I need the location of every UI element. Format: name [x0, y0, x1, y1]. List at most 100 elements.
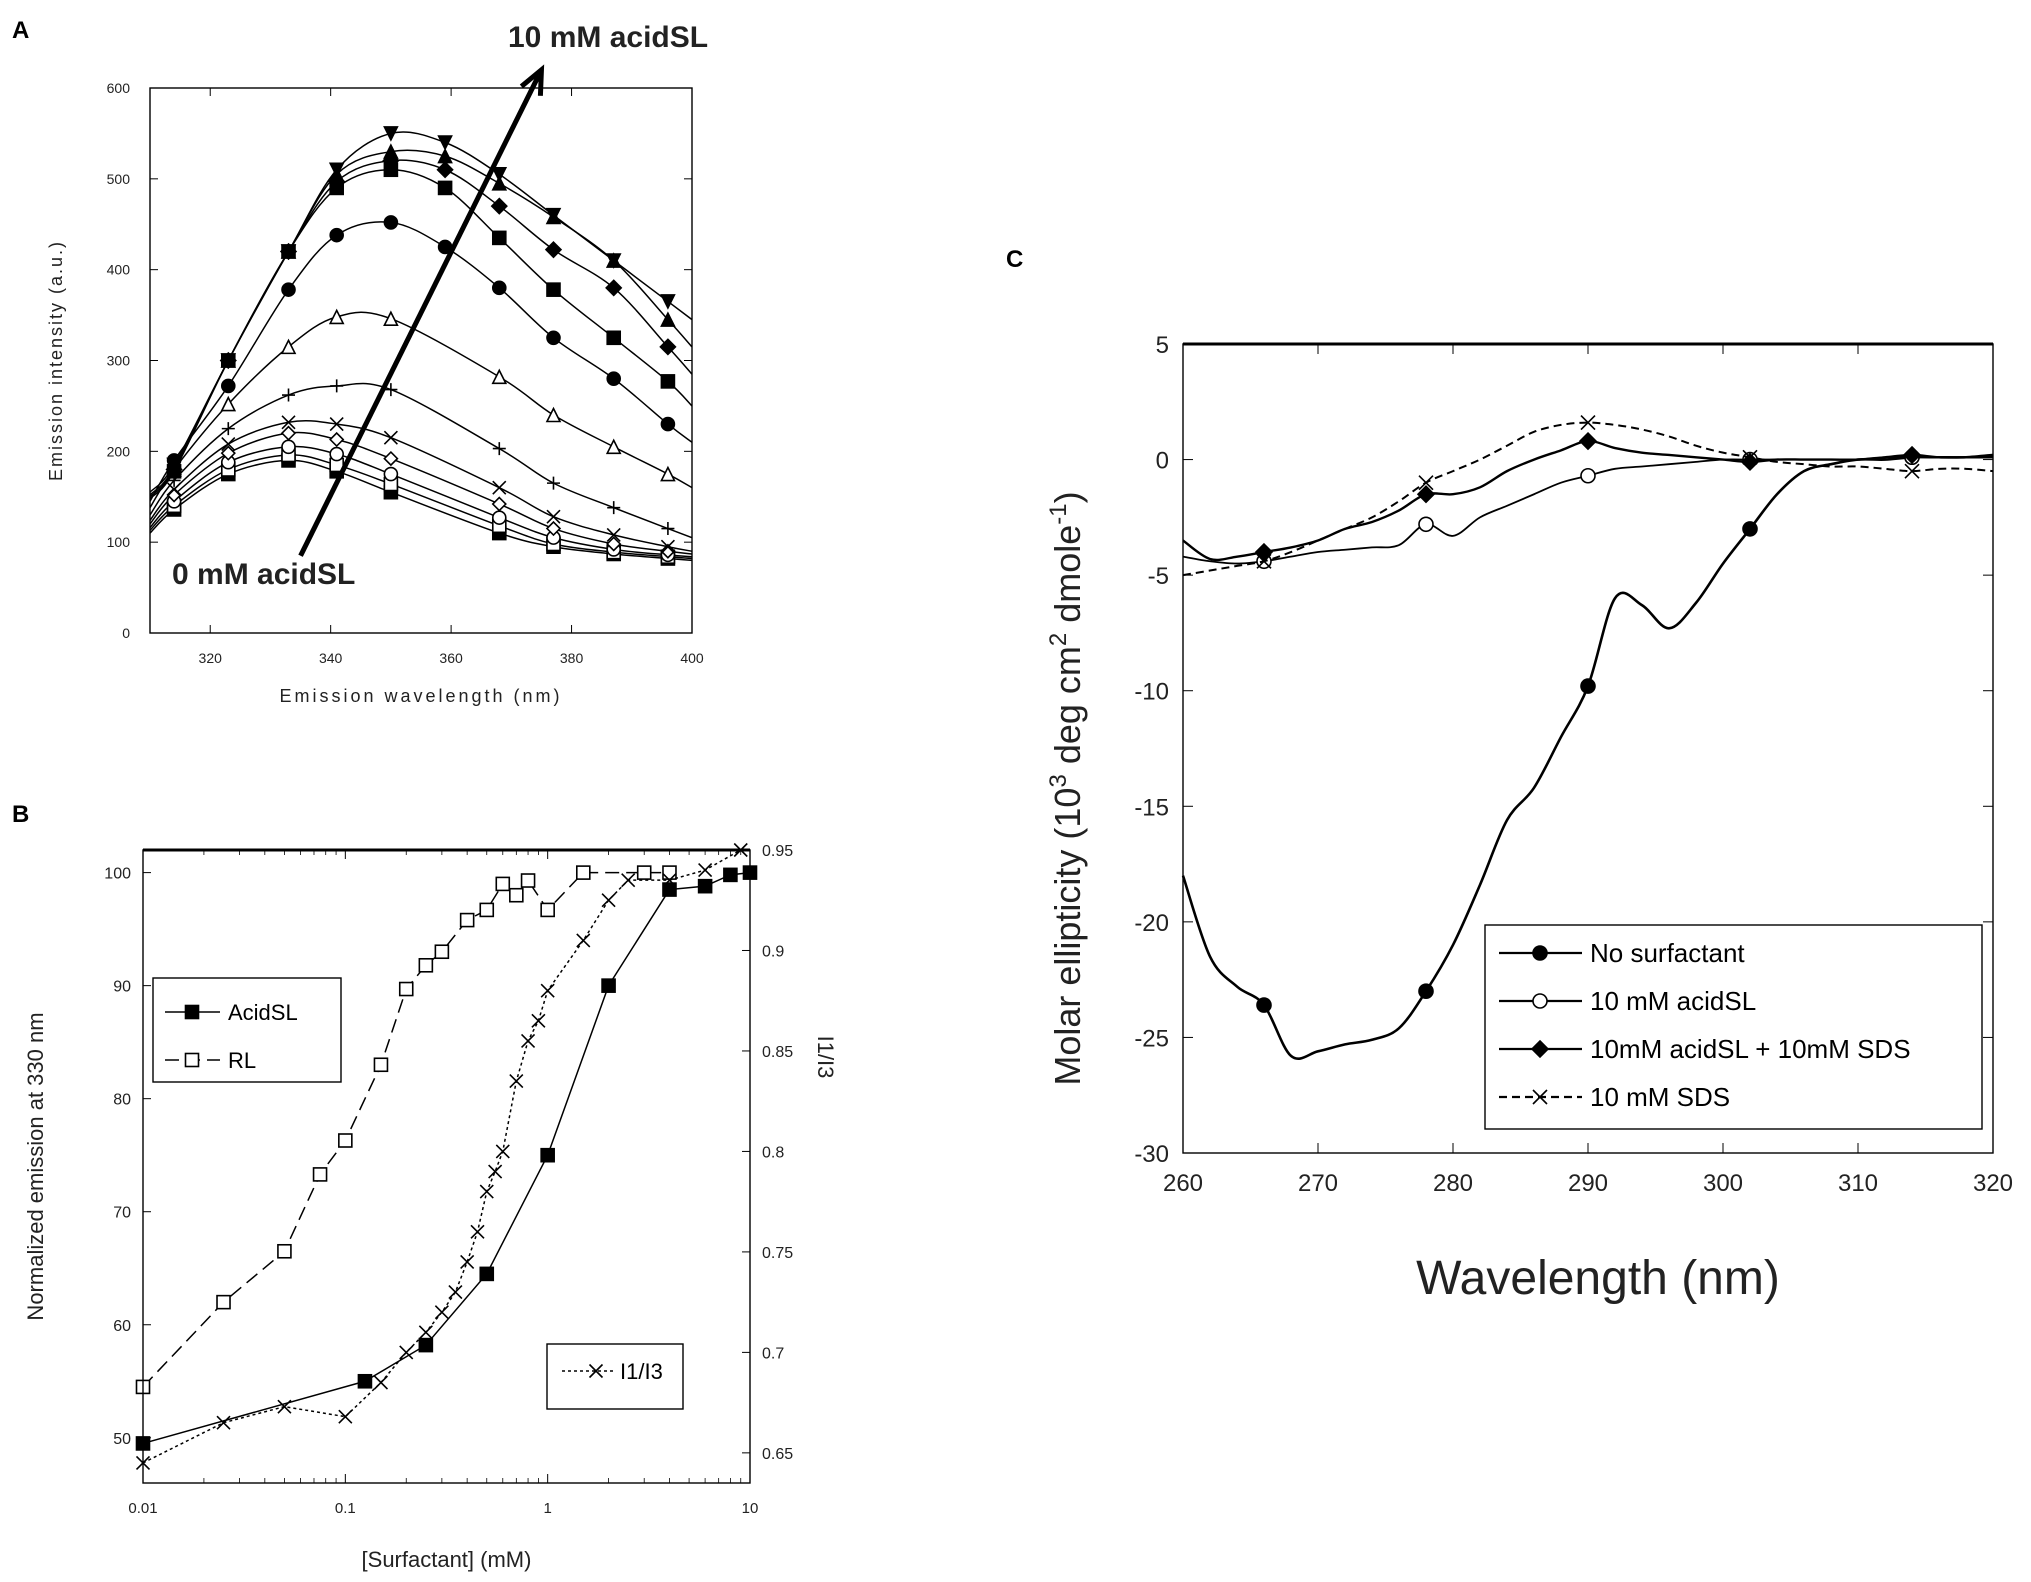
- data-point: [698, 863, 713, 878]
- data-point: [1578, 431, 1598, 451]
- y-tick-label: 100: [107, 534, 131, 550]
- data-point: [575, 865, 591, 880]
- data-point: [662, 882, 677, 897]
- y-axis-title-part: dmole: [1047, 525, 1088, 633]
- data-point: [166, 457, 182, 474]
- data-point: [1418, 516, 1434, 533]
- data-point: [660, 374, 676, 389]
- x-tick-label: 380: [560, 650, 584, 666]
- legend-swatch-marker: [1532, 993, 1548, 1009]
- y-axis-title-superscript: 3: [1045, 774, 1072, 787]
- data-point: [495, 876, 511, 892]
- data-point: [661, 522, 675, 536]
- data-point: [1742, 449, 1758, 465]
- data-point: [605, 438, 622, 455]
- legend-swatch-marker: [1532, 945, 1548, 961]
- data-point: [280, 338, 297, 355]
- data-point: [1904, 463, 1920, 479]
- data-point: [1256, 553, 1272, 569]
- y-tick-label: 80: [113, 1092, 131, 1109]
- chart-panel-c: 260 270 280 290 300 310 320 5 0 -5 -10 -15 -20 -25 -30…: [1045, 332, 2013, 1305]
- data-point: [1580, 415, 1596, 431]
- data-point: [1256, 997, 1272, 1013]
- data-point: [1416, 485, 1436, 504]
- data-point: [383, 310, 399, 327]
- legend-label: No surfactant: [1590, 938, 1745, 968]
- x-tick-label: 280: [1433, 1170, 1473, 1197]
- data-point: [660, 539, 675, 554]
- data-point: [418, 1325, 433, 1340]
- data-point: [281, 439, 296, 455]
- legend-label: I1/I3: [620, 1359, 663, 1384]
- data-point: [329, 227, 344, 243]
- panel-label-c: C: [1006, 246, 1023, 273]
- y2-tick-label: 0.9: [762, 943, 784, 960]
- data-point: [606, 330, 622, 346]
- x-tick-label: 0.01: [128, 1500, 157, 1517]
- data-point: [491, 175, 508, 191]
- x-tick-label: 360: [439, 650, 463, 666]
- data-point: [398, 981, 414, 997]
- series-line: [142, 871, 670, 1388]
- data-point: [479, 1266, 495, 1282]
- data-point: [601, 893, 616, 908]
- data-point: [540, 902, 555, 918]
- data-point: [546, 476, 560, 490]
- y2-tick-label: 0.75: [762, 1245, 793, 1262]
- data-point: [216, 1415, 231, 1430]
- data-point: [329, 446, 344, 462]
- data-point: [606, 536, 622, 552]
- data-point: [373, 1375, 389, 1390]
- y-axis-title-part: ): [1047, 491, 1088, 503]
- y-tick-label: 500: [107, 171, 131, 187]
- data-point: [509, 1074, 524, 1089]
- data-point: [1254, 542, 1274, 562]
- data-point: [280, 425, 297, 441]
- data-point: [384, 383, 398, 397]
- y2-tick-label: 0.85: [762, 1044, 793, 1061]
- y-tick-label: 400: [107, 262, 131, 278]
- data-point: [1418, 475, 1434, 491]
- legend-swatch-marker: [184, 1052, 200, 1068]
- data-point: [607, 501, 621, 515]
- data-point: [545, 207, 562, 224]
- annotation-bottom: 0 mM acidSL: [172, 558, 355, 591]
- chart-panel-a: 320 340 360 380 400 0 100 200 300 400 500 600 Emissi…: [46, 21, 708, 706]
- data-point: [437, 180, 453, 196]
- x-tick-label: 310: [1838, 1170, 1878, 1197]
- x-tick-label: 270: [1298, 1170, 1338, 1197]
- data-point: [491, 230, 507, 246]
- data-point: [448, 1285, 463, 1300]
- y-tick-label: 200: [107, 443, 131, 459]
- y-tick-label: 600: [107, 80, 131, 96]
- data-point: [1580, 467, 1596, 484]
- data-point: [277, 1399, 292, 1414]
- data-point: [479, 902, 495, 918]
- data-point: [434, 944, 450, 960]
- data-point: [662, 865, 677, 880]
- data-point: [220, 445, 236, 461]
- chart-panel-b: 0.01 0.1 1 10 50 60 70 80 90 100 0.65 0.7 0.75 0.8 0.8…: [23, 842, 838, 1572]
- data-point: [418, 957, 434, 973]
- data-point: [282, 388, 296, 402]
- data-point: [531, 1013, 546, 1028]
- data-point: [601, 978, 616, 993]
- data-point: [662, 873, 677, 888]
- legend-label: RL: [228, 1048, 256, 1073]
- data-point: [221, 437, 236, 452]
- data-point: [338, 1409, 353, 1424]
- data-point: [328, 308, 345, 325]
- data-point: [167, 482, 182, 497]
- y-axis-title: Molar ellipticity (103 deg cm2 dmole-1): [1045, 491, 1088, 1085]
- x-tick-label: 0.1: [335, 1500, 356, 1517]
- x-tick-label: 320: [1973, 1170, 2013, 1197]
- series-line: [142, 871, 751, 1445]
- data-point: [399, 1345, 414, 1360]
- x-tick-label: 340: [319, 650, 343, 666]
- y-axis-title-superscript: -1: [1045, 503, 1072, 524]
- data-point: [220, 353, 237, 369]
- y-axis-title-part: Molar ellipticity (10: [1047, 788, 1088, 1086]
- data-point: [636, 865, 652, 880]
- data-point: [280, 244, 297, 260]
